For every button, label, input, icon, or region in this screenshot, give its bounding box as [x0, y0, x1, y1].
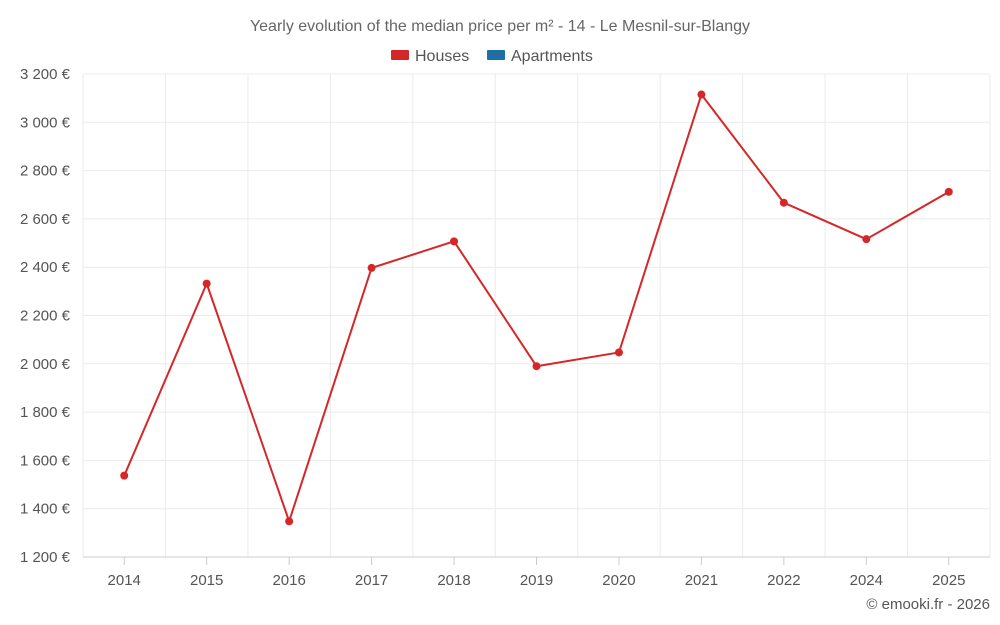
legend-item-apartments[interactable]: Apartments [487, 48, 593, 65]
x-axis-ticks: 2014 2015 2016 2017 2018 2019 2020 2021 2022 2024… [108, 557, 965, 589]
y-axis-ticks: 1 200 € 1 400 € 1 600 € 1 800 € 2 000 € 2 200… [20, 66, 71, 566]
y-tick-label: 2 000 € [20, 356, 71, 373]
y-tick-label: 1 200 € [20, 549, 71, 566]
data-point-houses-2014[interactable] [120, 471, 129, 480]
x-tick-label: 2015 [190, 572, 223, 589]
data-point-houses-2025[interactable] [944, 187, 953, 196]
legend: Houses Apartments [391, 48, 593, 65]
legend-item-houses[interactable]: Houses [391, 48, 469, 65]
data-point-houses-2018[interactable] [450, 237, 459, 246]
legend-label-apartments: Apartments [511, 48, 593, 65]
data-point-houses-2016[interactable] [285, 517, 294, 526]
legend-swatch-houses [391, 50, 409, 60]
x-tick-label: 2022 [767, 572, 800, 589]
data-point-houses-2017[interactable] [367, 263, 376, 272]
legend-label-houses: Houses [415, 48, 469, 65]
credit-text: © emooki.fr - 2026 [866, 596, 990, 613]
x-tick-label: 2014 [108, 572, 141, 589]
x-tick-label: 2025 [932, 572, 965, 589]
y-tick-label: 1 400 € [20, 501, 71, 518]
y-tick-label: 2 200 € [20, 308, 71, 325]
y-tick-label: 3 000 € [20, 114, 71, 131]
x-tick-label: 2016 [272, 572, 305, 589]
x-tick-label: 2017 [355, 572, 388, 589]
data-point-houses-2022[interactable] [779, 198, 788, 207]
x-tick-label: 2024 [850, 572, 883, 589]
x-tick-label: 2019 [520, 572, 553, 589]
x-tick-label: 2021 [685, 572, 718, 589]
data-point-houses-2019[interactable] [532, 362, 541, 371]
x-tick-label: 2020 [602, 572, 635, 589]
x-tick-label: 2018 [437, 572, 470, 589]
data-point-houses-2015[interactable] [202, 279, 211, 288]
series-houses [120, 90, 953, 526]
y-tick-label: 2 600 € [20, 211, 71, 228]
chart-title: Yearly evolution of the median price per… [250, 18, 750, 35]
y-tick-label: 3 200 € [20, 66, 71, 83]
legend-swatch-apartments [487, 50, 505, 60]
y-tick-label: 1 800 € [20, 404, 71, 421]
data-point-houses-2020[interactable] [614, 348, 623, 357]
y-tick-label: 1 600 € [20, 452, 71, 469]
gridlines [82, 73, 991, 557]
data-point-houses-2021[interactable] [697, 90, 706, 99]
y-tick-label: 2 800 € [20, 163, 71, 180]
data-point-houses-2024[interactable] [862, 235, 871, 244]
y-tick-label: 2 400 € [20, 259, 71, 276]
